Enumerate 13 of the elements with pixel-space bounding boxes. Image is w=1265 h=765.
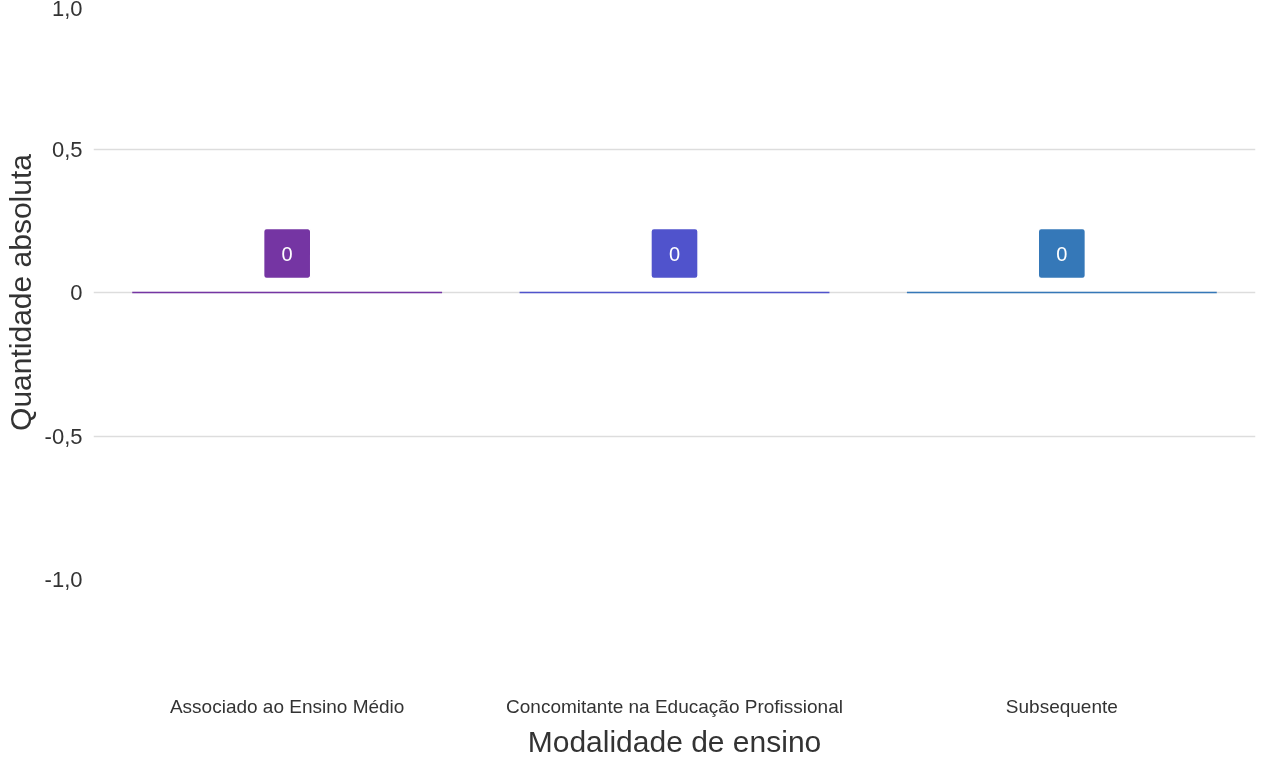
x-tick-label: Associado ao Ensino Médio	[169, 695, 405, 717]
x-axis-title: Modalidade de ensino	[527, 724, 822, 758]
y-tick-label: 0	[70, 280, 83, 305]
data-label: 0	[281, 242, 293, 265]
y-axis-title: Quantidade absoluta	[3, 153, 37, 431]
y-tick-label: 0,5	[51, 136, 83, 162]
y-tick-label: -0,5	[44, 423, 83, 449]
x-tick-label: Subsequente	[1005, 695, 1118, 717]
data-label: 0	[668, 242, 681, 265]
x-tick-label: Concomitante na Educação Profissional	[506, 695, 843, 717]
y-tick-label: 1,0	[51, 0, 83, 21]
y-tick-label: -1,0	[44, 567, 83, 592]
data-label: 0	[1056, 242, 1068, 265]
